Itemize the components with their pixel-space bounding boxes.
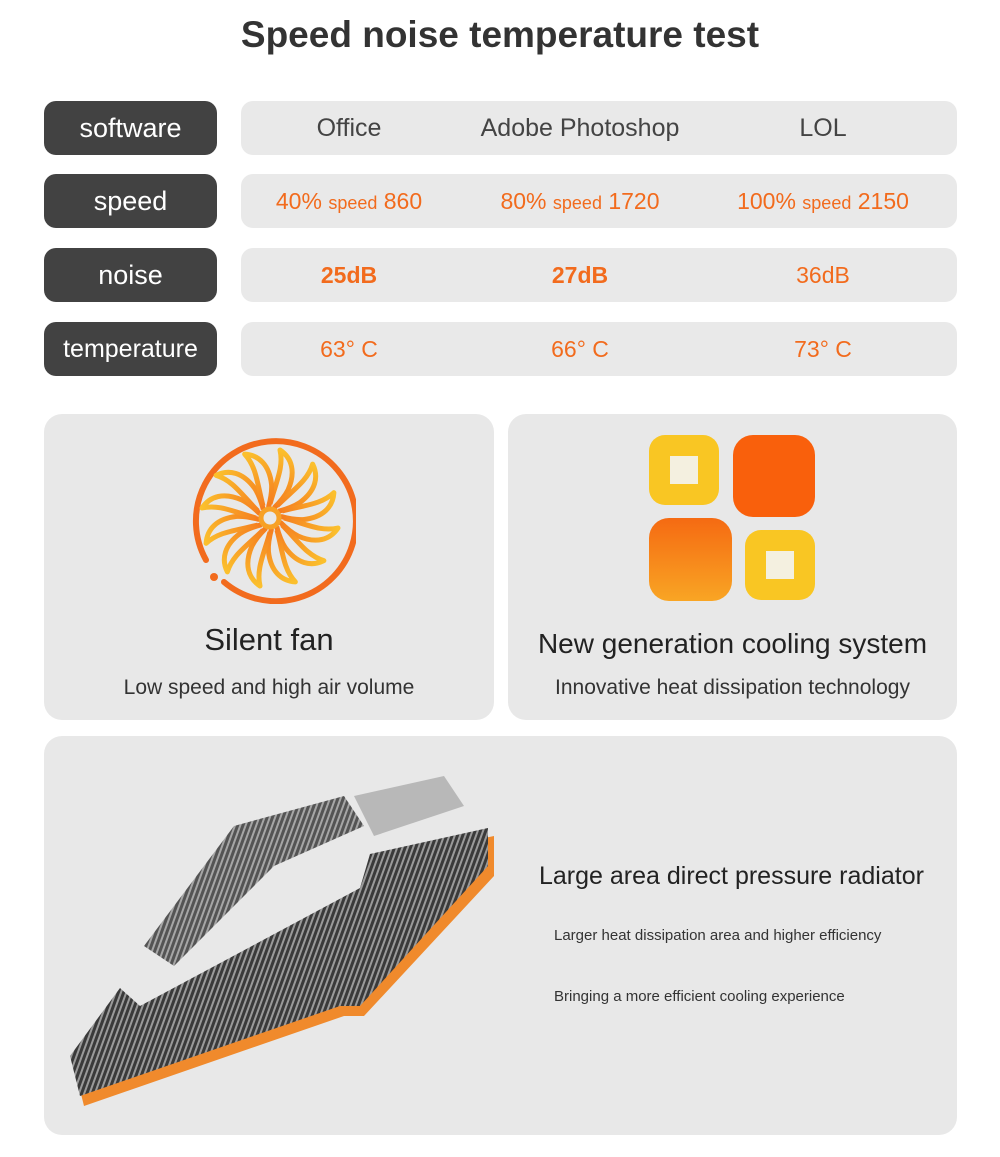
speed-percent: 80%: [500, 188, 547, 214]
cell: Office: [316, 114, 382, 142]
page-title: Speed noise temperature test: [240, 14, 760, 55]
speed-rpm: 2150: [857, 188, 909, 214]
speed-word: speed: [328, 193, 378, 213]
row-software: software Office Adobe Photoshop LOL: [44, 101, 957, 155]
cell: LOL: [799, 114, 847, 142]
radiator-card: Large area direct pressure radiator Larg…: [44, 736, 957, 1135]
row-temperature: temperature 63° C 66° C 73° C: [44, 322, 957, 376]
cell: 80% speed 1720: [460, 174, 700, 228]
feature-card-cooling: New generation cooling system Innovative…: [508, 414, 957, 720]
row-speed: speed 40% speed 860 80% speed 1720 100% …: [44, 174, 957, 228]
radiator-image: [70, 776, 494, 1106]
feature-title: Silent fan: [204, 622, 334, 657]
speed-rpm: 1720: [608, 188, 660, 214]
cooling-squares-icon: [649, 435, 815, 601]
row-label: temperature: [44, 322, 217, 376]
radiator-line: Bringing a more efficient cooling experi…: [554, 988, 845, 1005]
row-noise: noise 25dB 27dB 36dB: [44, 248, 957, 302]
cell: 100% speed 2150: [703, 174, 943, 228]
cell: 25dB: [320, 262, 378, 288]
cell: 27dB: [551, 262, 609, 288]
radiator-title: Large area direct pressure radiator: [539, 862, 924, 890]
row-values: 40% speed 860 80% speed 1720 100% speed …: [241, 174, 957, 228]
row-values: Office Adobe Photoshop LOL: [241, 101, 957, 155]
feature-subtitle: Innovative heat dissipation technology: [555, 676, 910, 699]
row-values: 63° C 66° C 73° C: [241, 322, 957, 376]
cell: 40% speed 860: [229, 174, 469, 228]
feature-subtitle: Low speed and high air volume: [123, 676, 415, 699]
cell: 36dB: [796, 262, 850, 288]
feature-card-silent-fan: Silent fan Low speed and high air volume: [44, 414, 494, 720]
fan-icon: [193, 438, 356, 604]
row-label: noise: [44, 248, 217, 302]
cell: 63° C: [320, 336, 378, 362]
cell: 73° C: [794, 336, 852, 362]
cell: Adobe Photoshop: [480, 114, 680, 142]
row-label: speed: [44, 174, 217, 228]
speed-percent: 100%: [737, 188, 796, 214]
speed-rpm: 860: [383, 188, 423, 214]
row-values: 25dB 27dB 36dB: [241, 248, 957, 302]
feature-title: New generation cooling system: [537, 628, 928, 659]
radiator-line: Larger heat dissipation area and higher …: [554, 927, 882, 944]
speed-word: speed: [552, 193, 602, 213]
fan-blade: [242, 451, 275, 508]
speed-percent: 40%: [275, 188, 322, 214]
cell: 66° C: [551, 336, 609, 362]
row-label: software: [44, 101, 217, 155]
speed-word: speed: [802, 193, 852, 213]
